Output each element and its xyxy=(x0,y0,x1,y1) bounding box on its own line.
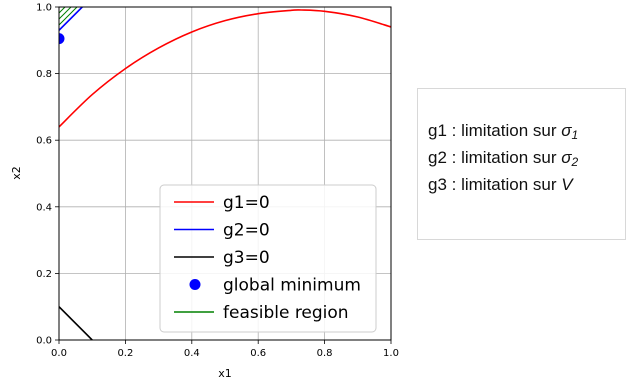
constraint-symbol: σ xyxy=(561,121,572,140)
constraint-symbol: V xyxy=(561,175,573,194)
x-tick-label: 0.0 xyxy=(51,348,67,359)
legend: g1=0 g2=0 g3=0 global minimum feasible regio… xyxy=(159,184,377,333)
x-tick-label: 0.4 xyxy=(184,348,200,359)
constraint-subscript: 1 xyxy=(571,128,579,142)
y-tick-label: 0.0 xyxy=(36,336,52,347)
y-tick-label: 0.4 xyxy=(36,202,52,213)
constraint-text: g3 : limitation sur xyxy=(428,175,562,194)
constraint-text: g2 : limitation sur xyxy=(428,148,562,167)
constraint-line: g3 : limitation sur V xyxy=(428,171,625,198)
y-axis-label: x2 xyxy=(10,166,23,180)
series-layer xyxy=(59,7,391,340)
y-tick-label: 0.8 xyxy=(36,69,52,80)
constraint-line: g2 : limitation sur σ2 xyxy=(428,144,625,171)
y-tick-label: 0.2 xyxy=(36,269,52,280)
axis-ticks: 0.0 0.2 0.4 0.6 0.8 1.0 0.0 0.2 0.4 0.6 0.8 1.0 xyxy=(36,3,399,360)
legend-label: g1=0 xyxy=(223,193,270,213)
legend-label: feasible region xyxy=(223,303,349,323)
constraint-text: g1 : limitation sur xyxy=(428,121,562,140)
constraint-symbol: σ xyxy=(561,148,572,167)
series-line-g3-0 xyxy=(59,306,93,340)
chart-plot: 0.0 0.2 0.4 0.6 0.8 1.00.00.20.40.60.81.0 x1 … xyxy=(10,3,399,381)
plot-frame xyxy=(58,6,392,341)
y-tick-label: 1.0 xyxy=(36,3,52,14)
x-axis-label: x1 xyxy=(218,367,232,380)
constraint-line: g1 : limitation sur σ1 xyxy=(428,117,625,144)
global-minimum-point xyxy=(59,33,65,45)
y-tick-label: 0.6 xyxy=(36,136,52,147)
constraint-subscript: 2 xyxy=(571,155,579,169)
constraints-panel: g1 : limitation sur σ1 g2 : limitation su… xyxy=(417,88,626,240)
legend-box xyxy=(159,184,377,333)
x-tick-label: 0.8 xyxy=(317,348,333,359)
x-tick-label: 0.6 xyxy=(250,348,266,359)
series-line-g1-0 xyxy=(59,9,391,128)
series-line-g2-0 xyxy=(59,7,83,31)
legend-marker-dot xyxy=(189,279,201,290)
x-tick-label: 1.0 xyxy=(383,348,399,359)
legend-label: g3=0 xyxy=(223,248,270,268)
legend-label: g2=0 xyxy=(223,221,270,241)
x-tick-label: 0.2 xyxy=(117,348,133,359)
legend-label: global minimum xyxy=(223,276,361,296)
